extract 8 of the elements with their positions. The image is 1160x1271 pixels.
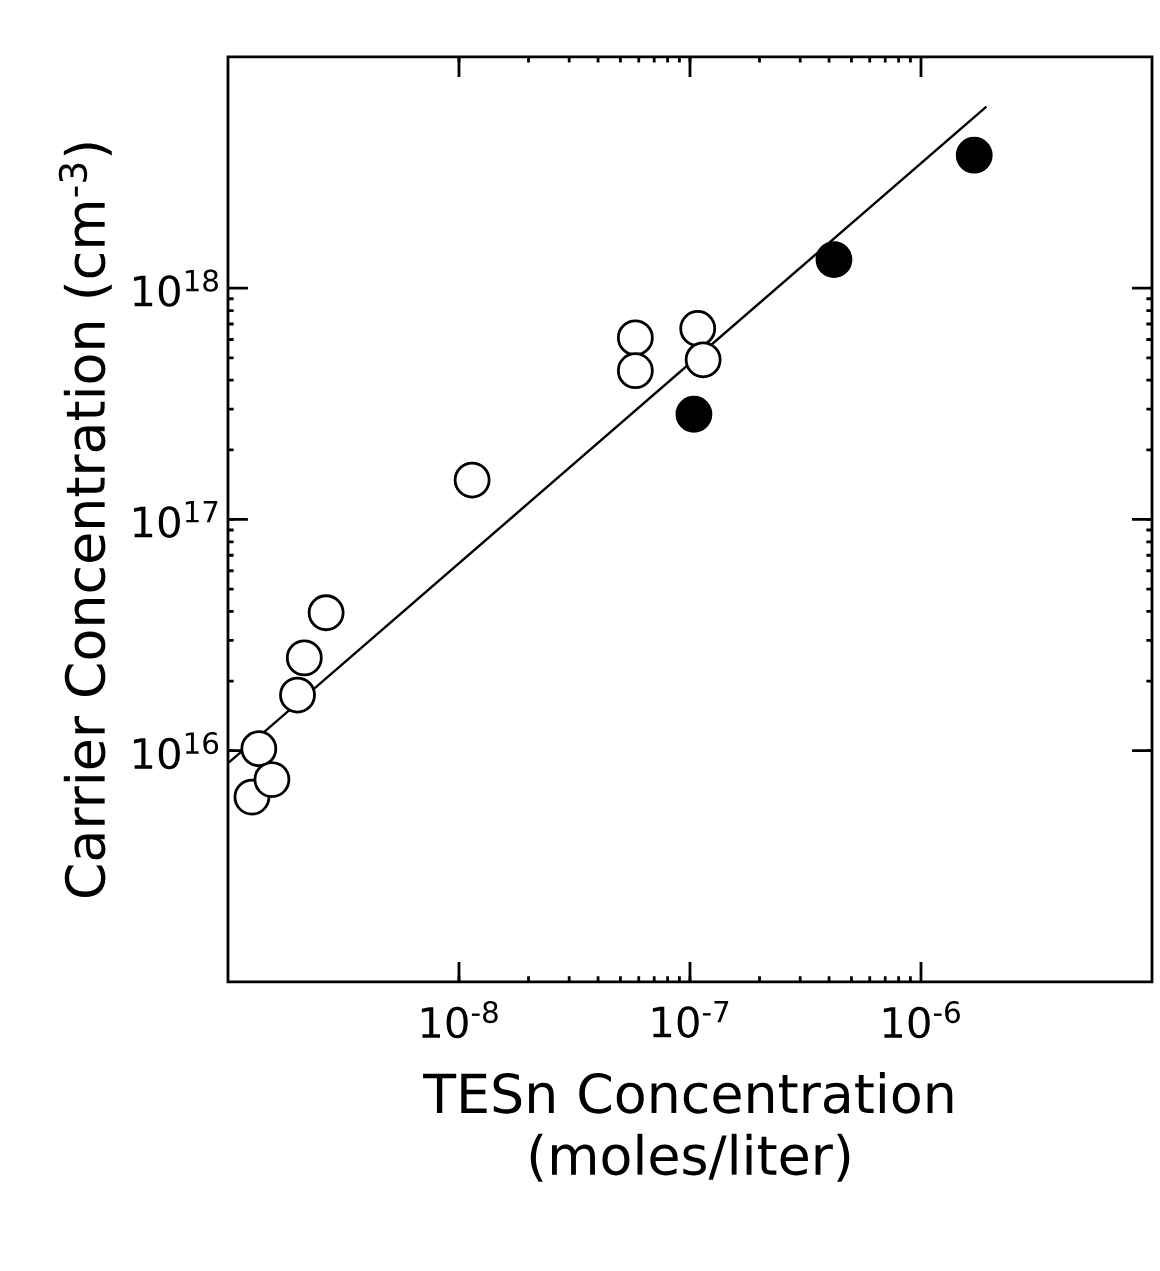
y-axis-title: Carrier Concentration (cm$^{-3}$) bbox=[58, 143, 112, 898]
y-tick-label: 10$^{17}$ bbox=[134, 500, 218, 538]
x-axis-title: TESn Concentration (moles/liter) bbox=[423, 1072, 953, 1182]
x-tick-label: 10$^{-6}$ bbox=[883, 1001, 960, 1039]
x-tick-label: 10$^{-8}$ bbox=[421, 1001, 498, 1039]
y-tick-label: 10$^{16}$ bbox=[134, 732, 219, 770]
y-tick-label: 10$^{18}$ bbox=[134, 269, 218, 307]
x-tick-label: 10$^{-7}$ bbox=[652, 1001, 729, 1038]
